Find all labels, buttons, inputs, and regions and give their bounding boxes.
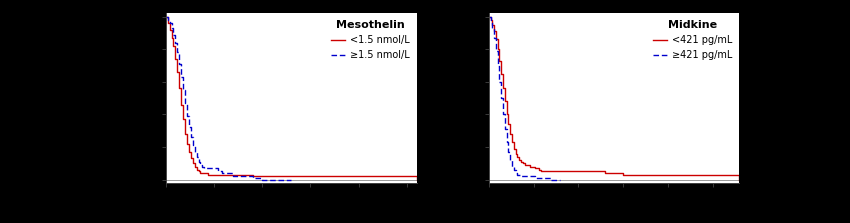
Text: B: B: [456, 7, 470, 25]
Y-axis label: Cumulative survival (%): Cumulative survival (%): [453, 35, 463, 161]
Text: A: A: [133, 7, 147, 25]
Legend: <421 pg/mL, ≥421 pg/mL: <421 pg/mL, ≥421 pg/mL: [651, 18, 734, 62]
Y-axis label: Cumulative survival (%): Cumulative survival (%): [130, 35, 140, 161]
X-axis label: Survival time (months): Survival time (months): [554, 200, 674, 210]
Legend: <1.5 nmol/L, ≥1.5 nmol/L: <1.5 nmol/L, ≥1.5 nmol/L: [329, 18, 411, 62]
X-axis label: Survival time (months): Survival time (months): [231, 200, 351, 210]
